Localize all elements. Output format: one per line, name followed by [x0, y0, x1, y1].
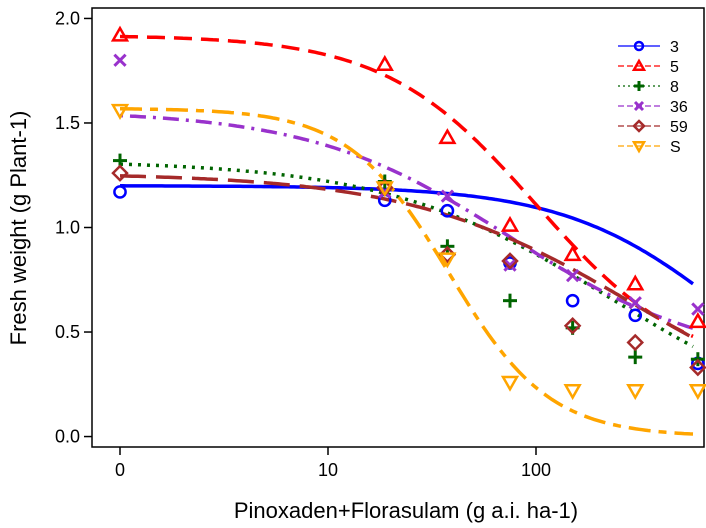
fit-curves [119, 34, 695, 436]
legend-label-5: 5 [670, 59, 679, 76]
fit-curve-5 [119, 34, 694, 339]
axes: 0 10 100 0.0 0.5 1.0 1.5 2.0 [55, 8, 551, 480]
point-5 [110, 25, 130, 42]
point-S [438, 252, 457, 269]
legend-label-36: 36 [670, 99, 688, 116]
point-S [688, 384, 706, 401]
point-59 [563, 316, 582, 335]
legend-marker-S [631, 141, 647, 154]
point-3 [113, 185, 127, 199]
y-tick-label: 2.0 [55, 8, 80, 28]
point-36 [565, 268, 580, 283]
legend-label-59: 59 [670, 119, 688, 136]
point-S [375, 181, 394, 198]
x-tick-label: 10 [318, 460, 338, 480]
point-59 [626, 333, 645, 352]
y-axis-label: Fresh weight (g Plant-1) [6, 111, 31, 346]
point-5 [438, 128, 457, 145]
point-36 [628, 296, 642, 310]
fit-curve-3 [120, 184, 695, 286]
y-tick-label: 0.5 [55, 322, 80, 342]
fit-curve-36 [119, 113, 694, 330]
point-3 [565, 293, 580, 308]
point-3 [628, 308, 643, 323]
legend-marker-59 [632, 119, 646, 133]
point-36 [440, 189, 455, 203]
x-tick-label: 100 [521, 460, 551, 480]
point-8 [503, 293, 518, 308]
point-S [563, 384, 582, 401]
point-59 [438, 245, 457, 264]
legend-marker-8 [634, 81, 644, 91]
point-59 [501, 252, 519, 270]
point-36 [503, 258, 517, 272]
point-5 [375, 54, 394, 71]
point-5 [500, 215, 520, 232]
point-8 [628, 350, 643, 365]
point-5 [626, 274, 645, 291]
plot-frame [91, 7, 705, 448]
point-59 [111, 164, 129, 182]
y-tick-label: 1.0 [55, 218, 80, 238]
y-tick-label: 0.0 [55, 427, 80, 447]
x-tick-label: 0 [115, 460, 125, 480]
point-5 [688, 312, 706, 329]
point-3 [440, 203, 455, 218]
fit-curve-S [120, 107, 694, 436]
legend-marker-3 [633, 40, 645, 52]
legend: 3 5 8 36 59 S [618, 39, 688, 156]
x-axis-label: Pinoxaden+Florasulam (g a.i. ha-1) [234, 498, 578, 523]
point-S [110, 103, 130, 120]
point-36 [113, 53, 127, 67]
point-S [626, 384, 645, 401]
legend-label-S: S [670, 139, 681, 156]
legend-marker-36 [633, 100, 645, 112]
point-5 [563, 245, 582, 262]
data-points [110, 25, 706, 401]
point-S [500, 375, 520, 392]
fit-curve-59 [120, 174, 694, 340]
y-tick-label: 1.5 [55, 113, 80, 133]
point-36 [691, 302, 705, 316]
legend-label-3: 3 [670, 39, 679, 56]
legend-label-8: 8 [670, 79, 679, 96]
point-59 [689, 358, 706, 377]
fit-curve-8 [119, 162, 694, 349]
legend-marker-5 [631, 58, 647, 71]
